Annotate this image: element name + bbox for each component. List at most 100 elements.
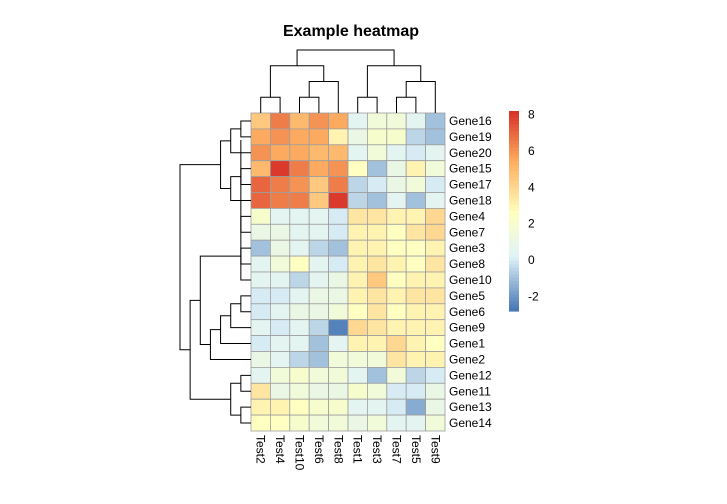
heatmap-cell (366, 207, 388, 225)
heatmap-cell (425, 335, 446, 352)
row-label: Gene15 (449, 162, 492, 176)
column-dendrogram (260, 49, 436, 113)
legend-tick-label: 0 (528, 253, 535, 267)
heatmap-cell (328, 287, 349, 305)
legend-color-step (509, 174, 519, 179)
heatmap-cell (250, 414, 271, 432)
heatmap-cell (347, 303, 368, 321)
heatmap-cell (289, 398, 310, 416)
heatmap-cell (366, 351, 388, 368)
legend-color-step (509, 271, 519, 275)
legend-color-step (509, 114, 519, 119)
heatmap-cell (328, 128, 349, 146)
heatmap-cell (366, 287, 388, 305)
row-label: Gene12 (449, 368, 492, 382)
heatmap-cell (347, 271, 368, 289)
legend-color-step (509, 227, 519, 232)
heatmap-cell (269, 160, 291, 177)
legend-color-step (509, 207, 519, 212)
heatmap-cell (328, 112, 349, 130)
heatmap-cell (405, 255, 427, 273)
heatmap-cell (386, 144, 407, 162)
legend-color-step (509, 284, 519, 289)
legend-color-step (509, 281, 519, 285)
heatmap-cell (289, 192, 310, 209)
legend-color-step (509, 214, 519, 219)
heatmap-cell (386, 303, 407, 321)
legend-color-step (509, 257, 519, 262)
heatmap-cell (366, 112, 388, 130)
heatmap-cell (366, 223, 388, 241)
heatmap-cell (328, 319, 349, 337)
row-dendrogram-branch (220, 140, 231, 190)
row-label: Gene4 (449, 209, 485, 223)
heatmap-cell (425, 112, 446, 130)
heatmap-cell (425, 319, 446, 337)
heatmap-cell (366, 366, 388, 384)
heatmap-cell (289, 160, 310, 177)
heatmap-cell (366, 335, 388, 352)
row-dendrogram (179, 120, 251, 424)
heatmap-cell (269, 128, 291, 146)
heatmap-cell (269, 335, 291, 352)
heatmap-cell (308, 192, 330, 209)
heatmap-cell (250, 335, 271, 352)
heatmap-cell (347, 207, 368, 225)
heatmap-cell (425, 287, 446, 305)
legend-color-step (509, 274, 519, 279)
legend-color-step (509, 117, 519, 122)
column-labels: Test2 Test4 Test10 Test6 Test8 Test1 Test3 Test… (254, 435, 443, 471)
column-dendrogram-branch (260, 96, 281, 113)
heatmap-cell (308, 287, 330, 305)
row-dendrogram-branch (240, 120, 251, 138)
row-dendrogram-branch (209, 329, 251, 360)
heatmap-cell (347, 319, 368, 337)
heatmap-cell (386, 414, 407, 432)
heatmap-cell (347, 398, 368, 416)
heatmap-cell (289, 207, 310, 225)
heatmap-cell (308, 414, 330, 432)
heatmap-cell (328, 160, 349, 177)
heatmap-cell (250, 351, 271, 368)
heatmap-cell (425, 366, 446, 384)
heatmap-cell (347, 192, 368, 209)
legend-color-step (509, 261, 519, 265)
heatmap-cell (328, 303, 349, 321)
legend-color-step (509, 301, 519, 305)
heatmap-cell (386, 160, 407, 177)
heatmap-cell (366, 303, 388, 321)
heatmap-cell (328, 144, 349, 162)
heatmap-cell (289, 239, 310, 257)
heatmap-cell (386, 128, 407, 146)
column-label: Test8 (331, 435, 345, 464)
row-dendrogram-branch (230, 382, 241, 416)
heatmap-cell (386, 287, 407, 305)
heatmap-cell (425, 207, 446, 225)
legend-color-step (509, 131, 519, 135)
legend-color-step (509, 211, 519, 215)
row-dendrogram-branch (240, 215, 251, 233)
heatmap-cell (269, 414, 291, 432)
heatmap-cell (289, 144, 310, 162)
legend-color-step (509, 157, 519, 162)
heatmap-cell (250, 128, 271, 146)
legend-color-step (509, 137, 519, 142)
row-dendrogram-branch (199, 255, 241, 346)
heatmap-cell (328, 239, 349, 257)
heatmap-cell (269, 398, 291, 416)
heatmap-cell (425, 223, 446, 241)
legend-color-step (509, 201, 519, 205)
heatmap-cell (386, 351, 407, 368)
legend-color-step (509, 277, 519, 282)
heatmap-cell (250, 207, 271, 225)
heatmap-cell (308, 239, 330, 257)
heatmap-cell (405, 144, 427, 162)
heatmap-cell (308, 112, 330, 130)
heatmap-cell (405, 287, 427, 305)
heatmap-cell (269, 239, 291, 257)
row-label: Gene14 (449, 416, 492, 430)
chart-title: Example heatmap (283, 23, 419, 40)
heatmap-cell (347, 239, 368, 257)
legend-color-step (509, 264, 519, 269)
